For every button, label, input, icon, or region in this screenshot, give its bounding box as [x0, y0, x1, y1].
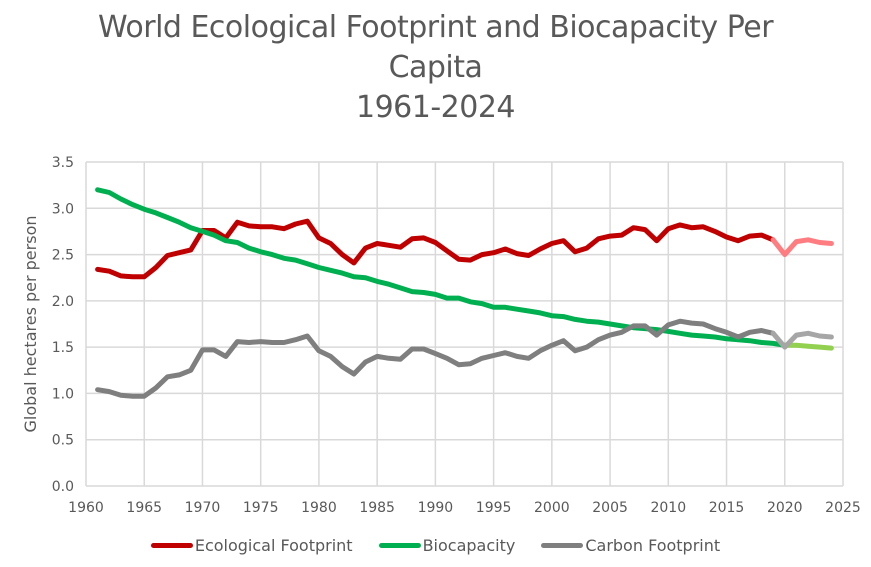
x-tick-label: 1985 [359, 500, 395, 516]
line-chart: 0.0 0.5 1.0 1.5 2.0 2.5 3.0 3.5 1960 1965 1970 197… [21, 155, 861, 516]
legend-label: Biocapacity [422, 536, 516, 555]
y-tick-label: 2.0 [52, 294, 74, 310]
carbon-footprint-projection-line [770, 330, 834, 350]
y-axis-ticks: 0.0 0.5 1.0 1.5 2.0 2.5 3.0 3.5 [52, 155, 74, 495]
x-tick-label: 2005 [592, 500, 628, 516]
y-tick-label: 3.5 [52, 155, 74, 171]
legend-item-carbon-footprint: Carbon Footprint [541, 536, 720, 555]
gridlines [85, 161, 844, 487]
x-tick-label: 1995 [476, 500, 512, 516]
y-tick-label: 0.5 [52, 433, 74, 449]
biocapacity-projection-line [782, 342, 834, 351]
ecological-footprint-projection-line [770, 237, 834, 258]
chart-title-line-1: World Ecological Footprint and Biocapaci… [97, 10, 774, 45]
chart-title-line-2: Capita [388, 50, 483, 85]
legend-swatch [150, 543, 193, 548]
y-tick-label: 1.0 [52, 386, 74, 402]
legend: Ecological Footprint Biocapacity Carbon Fo… [0, 536, 871, 555]
chart-title: World Ecological Footprint and Biocapaci… [0, 8, 871, 128]
ecological-footprint-line [95, 218, 776, 280]
y-tick-label: 1.5 [52, 340, 74, 356]
carbon-footprint-line [95, 318, 776, 399]
x-tick-label: 2020 [767, 500, 803, 516]
x-tick-label: 2010 [650, 500, 686, 516]
legend-label: Ecological Footprint [194, 536, 353, 555]
legend-swatch [541, 543, 584, 548]
legend-item-ecological-footprint: Ecological Footprint [150, 536, 353, 555]
legend-label: Carbon Footprint [585, 536, 721, 555]
x-tick-label: 1960 [68, 500, 104, 516]
biocapacity-line [95, 187, 788, 348]
series-lines [95, 187, 834, 399]
x-tick-label: 1965 [126, 500, 162, 516]
legend-swatch [378, 543, 421, 548]
x-tick-label: 1990 [418, 500, 454, 516]
legend-item-biocapacity: Biocapacity [378, 536, 516, 555]
x-tick-label: 1975 [243, 500, 279, 516]
y-axis-label: Global hectares per person [21, 216, 40, 433]
x-axis-ticks: 1960 1965 1970 1975 1980 1985 1990 1995 2000 2005… [68, 500, 861, 516]
y-tick-label: 3.0 [52, 201, 74, 217]
x-tick-label: 2025 [825, 500, 861, 516]
x-tick-label: 1970 [185, 500, 221, 516]
y-tick-label: 0.0 [52, 479, 74, 495]
chart-title-line-3: 1961-2024 [355, 90, 516, 125]
x-tick-label: 2000 [534, 500, 570, 516]
y-tick-label: 2.5 [52, 248, 74, 264]
x-tick-label: 2015 [709, 500, 745, 516]
x-tick-label: 1980 [301, 500, 337, 516]
